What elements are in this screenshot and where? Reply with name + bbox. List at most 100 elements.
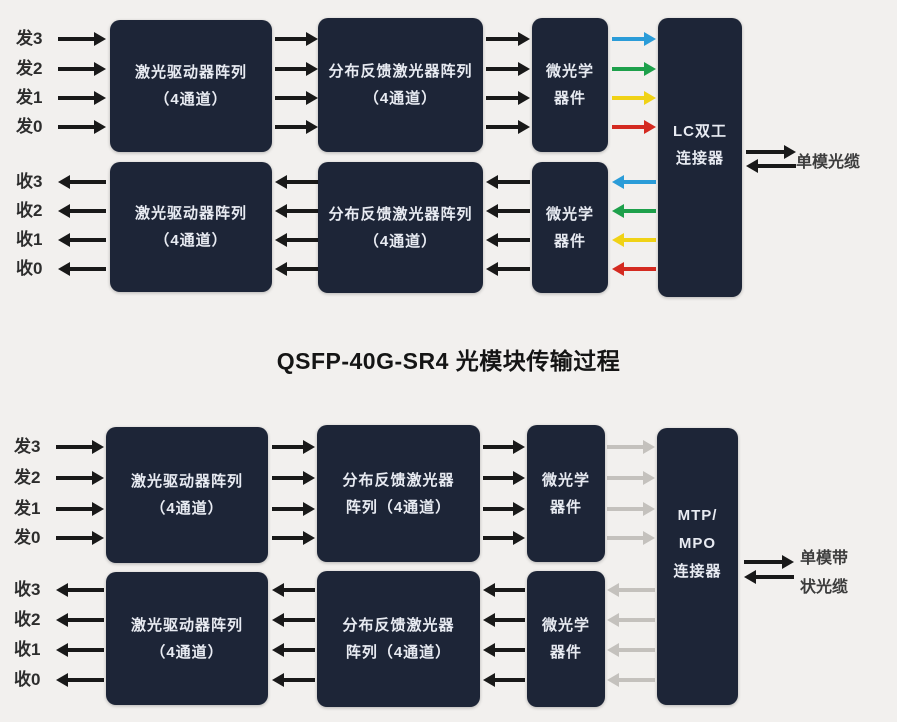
tx-arrow (272, 440, 315, 454)
channel-arrow-green (612, 204, 656, 218)
rx-arrow (486, 233, 530, 247)
box-line: 分布反馈激光器 (342, 617, 455, 634)
box-line: 微光学 (541, 617, 590, 634)
channel-arrow-blue (612, 175, 656, 189)
rx-arrow (58, 262, 106, 276)
tx-arrow (58, 32, 106, 46)
gray-channel-arrow (607, 471, 655, 485)
tx-arrow (275, 91, 318, 105)
dfb-laser-array-box: 分布反馈激光器 阵列（4通道） (317, 571, 480, 707)
tx-arrow (483, 502, 525, 516)
rx-arrow (275, 262, 318, 276)
rx-arrow (56, 583, 104, 597)
d2-tx1-label: 发1 (14, 499, 41, 518)
box-line: （4通道） (150, 643, 224, 661)
rx-arrow (58, 233, 106, 247)
channel-arrow-green (612, 62, 656, 76)
box-line: 分布反馈激光器阵列 (328, 63, 473, 80)
tx-arrow (58, 62, 106, 76)
rx-arrow (483, 613, 525, 627)
single-mode-ribbon-cable-label: 单模带 状光缆 (800, 544, 848, 602)
rx-arrow (275, 233, 318, 247)
tx-arrow (56, 502, 104, 516)
d2-tx0-label: 发0 (14, 528, 41, 547)
box-line: 连接器 (675, 149, 724, 167)
gray-channel-arrow (607, 643, 655, 657)
box-line: MPO (678, 534, 717, 552)
d2-tx3-label: 发3 (14, 437, 41, 456)
single-mode-cable-label: 单模光缆 (796, 154, 861, 171)
rx-arrow (272, 613, 315, 627)
box-line: 分布反馈激光器 (342, 471, 455, 489)
dfb-laser-array-box: 分布反馈激光器阵列 （4通道） (318, 18, 483, 152)
tx-arrow (486, 91, 530, 105)
rx-arrow (486, 175, 530, 189)
box-line: 器件 (553, 232, 586, 250)
fiber-in-arrow (746, 159, 796, 173)
box-line: 器件 (549, 498, 582, 516)
mtp-mpo-connector-box: MTP/ MPO 连接器 (657, 428, 738, 705)
dfb-laser-array-box: 分布反馈激光器阵列 （4通道） (318, 162, 483, 293)
box-line: 微光学 (545, 63, 594, 80)
laser-driver-array-box: 激光驱动器阵列 （4通道） (110, 20, 272, 152)
box-line: （4通道） (363, 90, 438, 107)
rx-arrow (56, 613, 104, 627)
box-line: （4通道） (363, 232, 438, 250)
d2-rx3-label: 收3 (14, 580, 41, 599)
box-line: 激光驱动器阵列 (134, 205, 247, 222)
fiber-in-arrow (744, 570, 794, 584)
gray-channel-arrow (607, 440, 655, 454)
rx-arrow (483, 673, 525, 687)
channel-arrow-yellow (612, 233, 656, 247)
d2-rx2-label: 收2 (14, 610, 41, 629)
micro-optics-box: 微光学 器件 (527, 425, 605, 562)
tx-arrow (275, 62, 318, 76)
tx-arrow (56, 471, 104, 485)
tx-arrow (56, 531, 104, 545)
rx-arrow (56, 643, 104, 657)
d1-rx1-label: 收1 (16, 230, 43, 249)
box-line: MTP/ (677, 506, 718, 524)
box-line: LC双工 (673, 122, 727, 140)
tx-arrow (56, 440, 104, 454)
box-line: 激光驱动器阵列 (134, 64, 247, 81)
channel-arrow-blue (612, 32, 656, 46)
laser-driver-array-box: 激光驱动器阵列 （4通道） (106, 572, 268, 705)
tx-arrow (483, 471, 525, 485)
gray-channel-arrow (607, 531, 655, 545)
micro-optics-box: 微光学 器件 (532, 162, 608, 293)
rx-arrow (483, 643, 525, 657)
box-line: 器件 (553, 90, 586, 107)
tx-arrow (486, 32, 530, 46)
rx-arrow (58, 204, 106, 218)
tx-arrow (486, 120, 530, 134)
channel-arrow-red (612, 120, 656, 134)
box-line: 连接器 (673, 562, 722, 580)
micro-optics-box: 微光学 器件 (532, 18, 608, 152)
box-line: 激光驱动器阵列 (130, 473, 243, 490)
rx-arrow (272, 643, 315, 657)
rx-arrow (483, 583, 525, 597)
box-line: （4通道） (150, 500, 224, 517)
fiber-out-arrow (746, 145, 796, 159)
box-line: （4通道） (154, 232, 228, 249)
d2-tx2-label: 发2 (14, 468, 41, 487)
fiber-out-arrow (744, 555, 794, 569)
diagram-title: QSFP-40G-SR4 光模块传输过程 (276, 348, 621, 374)
rx-arrow (275, 204, 318, 218)
laser-driver-array-box: 激光驱动器阵列 （4通道） (110, 162, 272, 292)
gray-channel-arrow (607, 502, 655, 516)
d1-tx0-label: 发0 (16, 117, 43, 136)
laser-driver-array-box: 激光驱动器阵列 （4通道） (106, 427, 268, 563)
tx-arrow (275, 32, 318, 46)
cable-label-line: 状光缆 (800, 579, 849, 596)
d1-tx1-label: 发1 (16, 88, 43, 107)
d1-rx2-label: 收2 (16, 201, 43, 220)
gray-channel-arrow (607, 673, 655, 687)
rx-arrow (272, 583, 315, 597)
tx-arrow (272, 471, 315, 485)
d1-rx3-label: 收3 (16, 172, 43, 191)
channel-arrow-red (612, 262, 656, 276)
box-line: 激光驱动器阵列 (130, 616, 243, 634)
